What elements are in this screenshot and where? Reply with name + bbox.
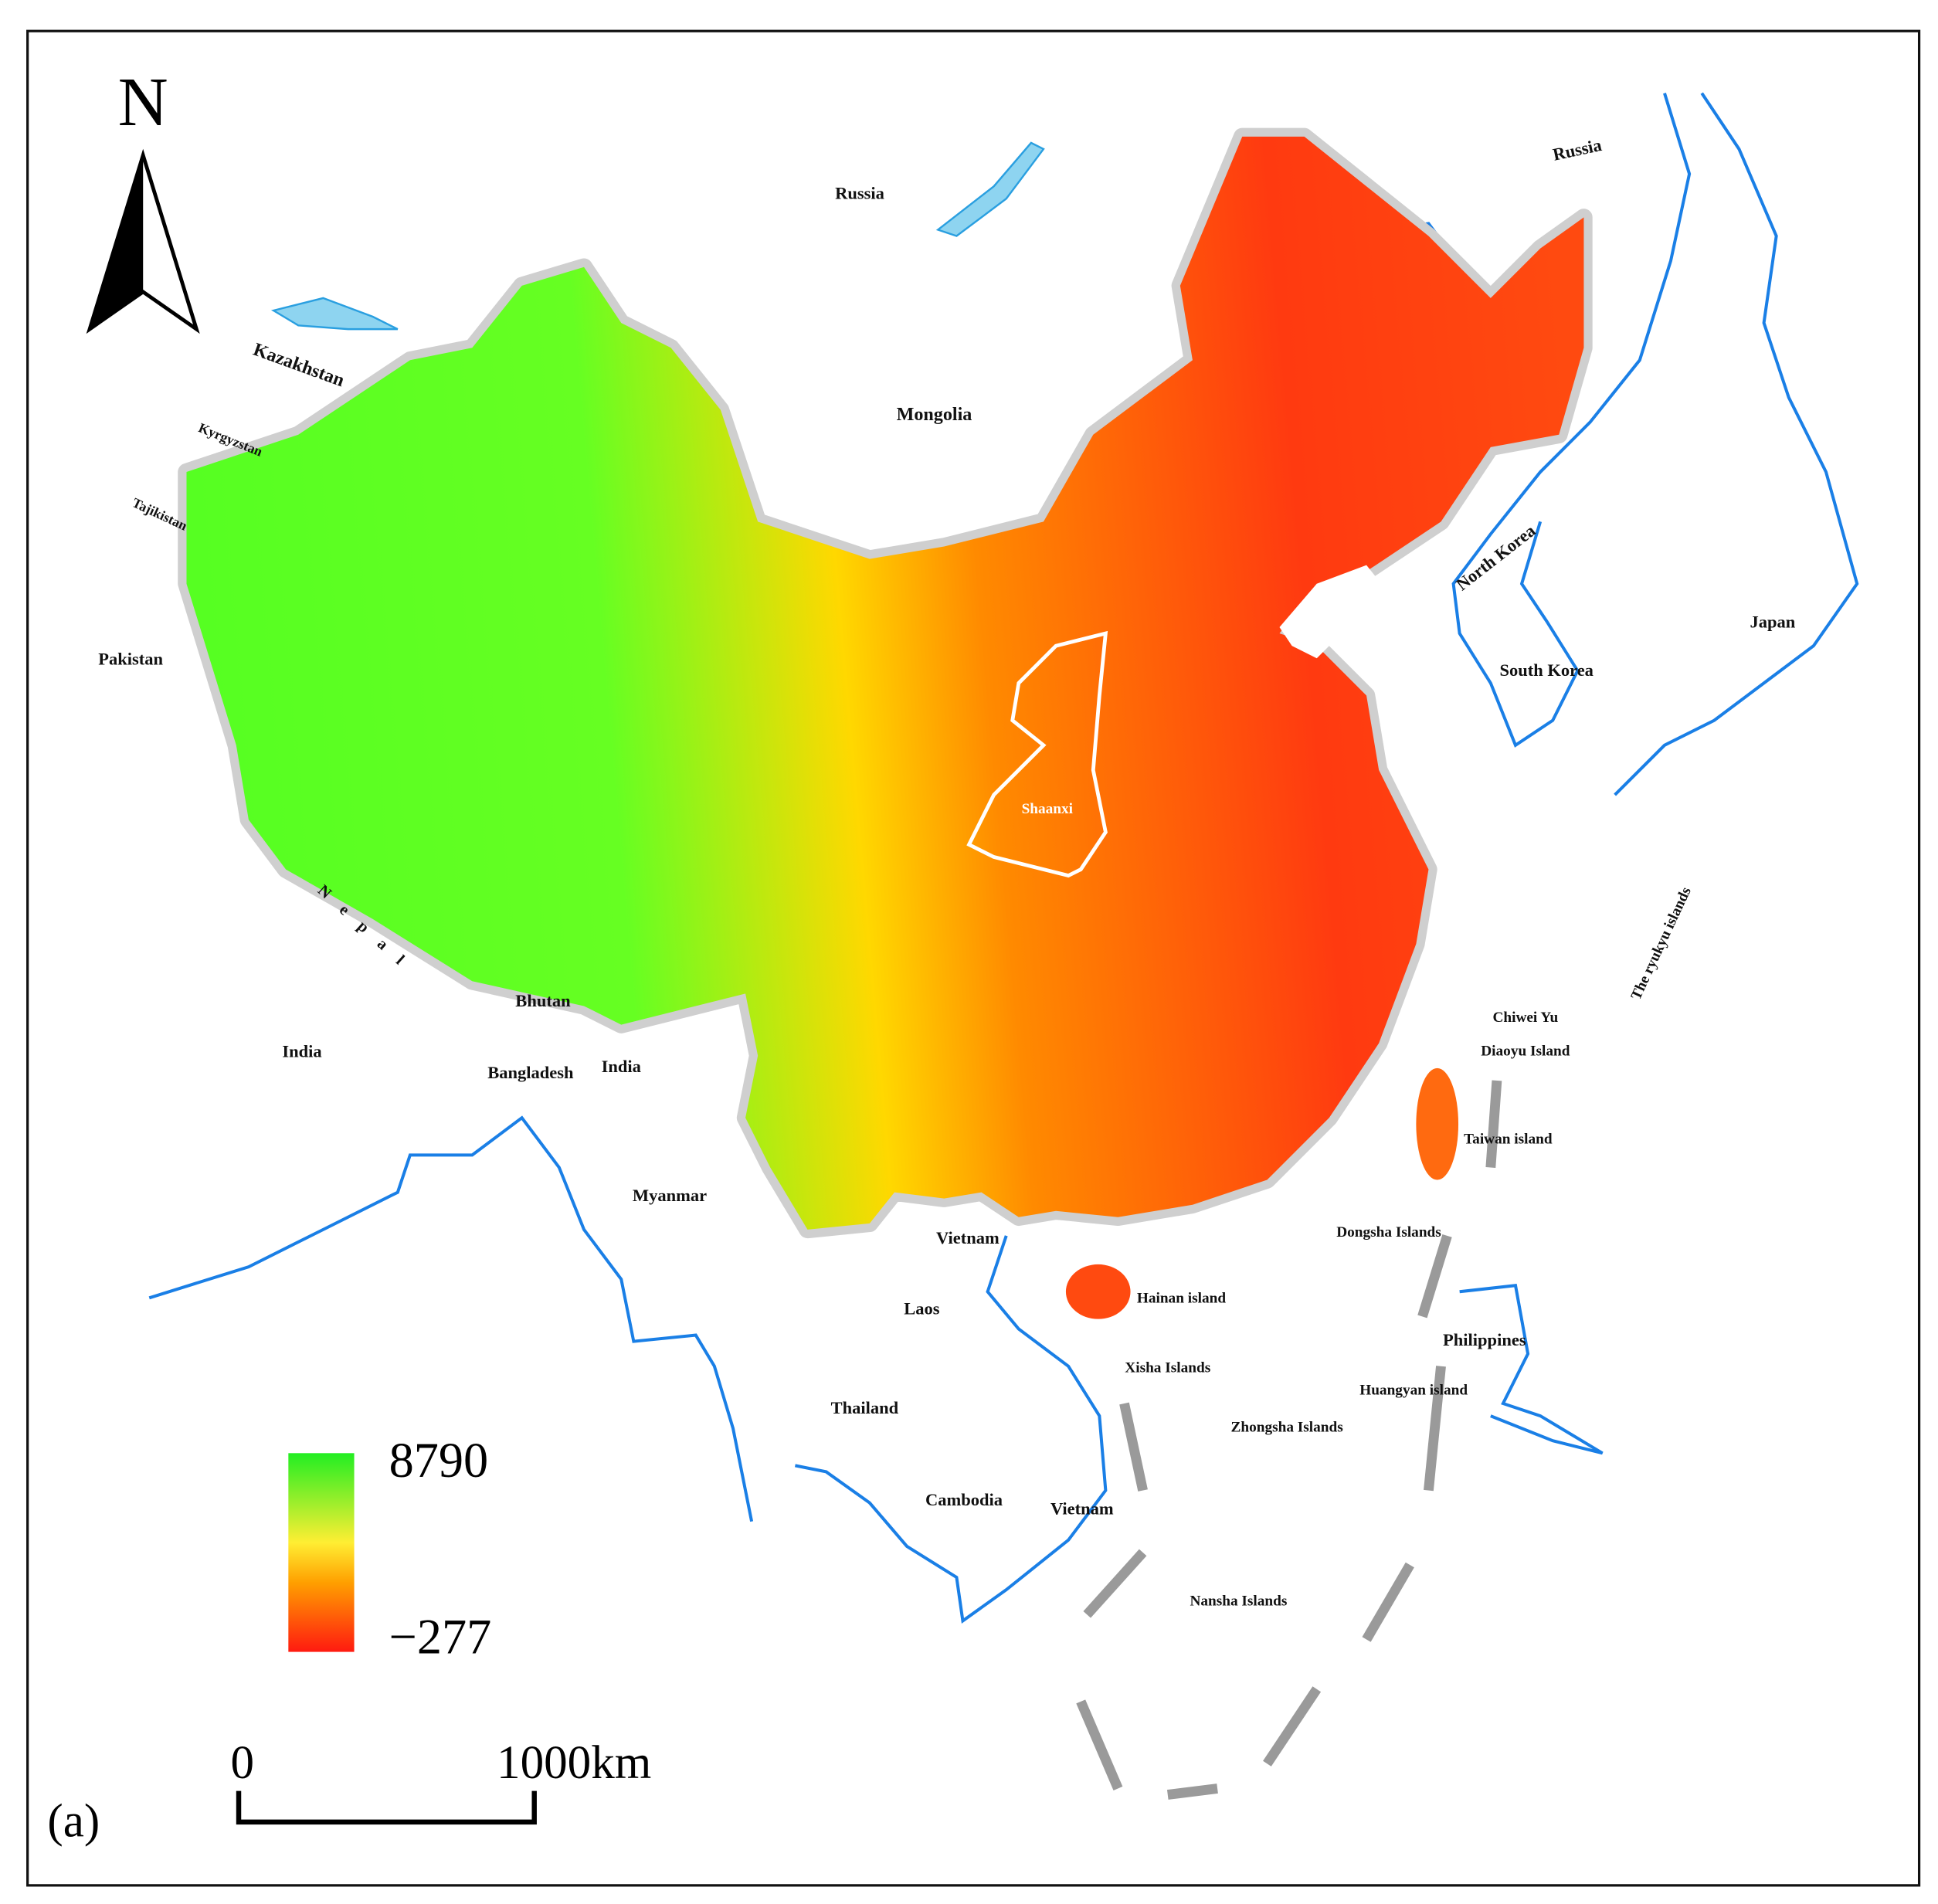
legend-max: 8790 <box>389 1433 489 1488</box>
place-label: Cambodia <box>925 1490 1003 1509</box>
place-label: Bhutan <box>515 991 571 1010</box>
place-label: South Korea <box>1499 660 1593 680</box>
place-label: Kazakhstan <box>250 340 347 392</box>
place-label: India <box>602 1057 641 1076</box>
china-terrain <box>178 127 1593 1239</box>
place-label: Japan <box>1750 612 1795 631</box>
place-label: The ryukyu islands <box>1628 884 1695 1003</box>
place-label: Hainan island <box>1137 1290 1226 1306</box>
place-label: Huangyan island <box>1359 1382 1468 1398</box>
scale-bar <box>236 1790 537 1825</box>
place-label: Shaanxi <box>1022 801 1074 817</box>
place-label: Vietnam <box>1050 1498 1114 1518</box>
place-label: Dongsha Islands <box>1336 1224 1441 1240</box>
north-label: N <box>118 64 168 141</box>
nine-dash-line <box>1076 1080 1502 1800</box>
place-label: Mongolia <box>897 405 972 425</box>
place-label: Bangladesh <box>487 1063 574 1082</box>
place-label: Chiwei Yu <box>1492 1010 1558 1026</box>
place-label: Russia <box>835 184 884 203</box>
place-label: Nansha Islands <box>1190 1593 1287 1610</box>
scale-start: 0 <box>231 1737 255 1789</box>
place-label: Thailand <box>831 1398 899 1417</box>
coastlines <box>148 92 1859 1624</box>
place-label: Russia <box>1551 135 1604 165</box>
place-label: Xisha Islands <box>1125 1359 1210 1376</box>
panel-label: (a) <box>47 1796 100 1848</box>
place-label: Philippines <box>1443 1330 1526 1349</box>
legend-ramp <box>288 1453 355 1652</box>
place-label: Laos <box>904 1299 940 1319</box>
hainan <box>1065 1264 1131 1319</box>
place-label: Taiwan island <box>1464 1132 1553 1148</box>
frame <box>26 29 1921 1887</box>
bohai-sea <box>1279 565 1392 659</box>
legend-min: −277 <box>389 1609 492 1664</box>
place-label: North Korea <box>1452 521 1539 594</box>
place-label: Pakistan <box>98 650 163 669</box>
place-label: India <box>282 1042 321 1061</box>
north-arrow-fill <box>90 154 144 330</box>
place-label: Vietnam <box>936 1228 1000 1247</box>
place-label: Diaoyu Island <box>1481 1043 1570 1059</box>
taiwan <box>1416 1067 1459 1180</box>
place-label: Myanmar <box>633 1186 707 1205</box>
place-label: Zhongsha Islands <box>1231 1420 1344 1436</box>
scale-end: 1000km <box>497 1737 651 1789</box>
shaanxi-outline <box>966 630 1108 878</box>
